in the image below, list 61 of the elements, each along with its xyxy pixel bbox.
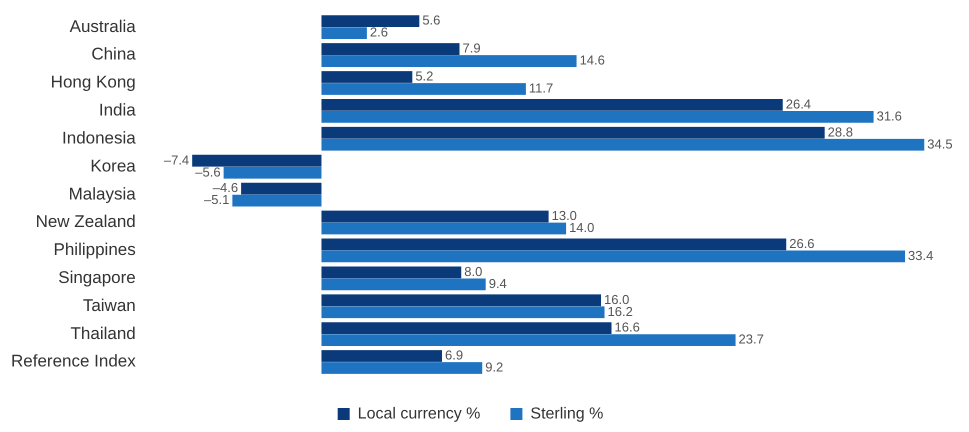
- bar: [321, 71, 412, 83]
- data-label: 14.6: [580, 52, 605, 68]
- bar: [321, 15, 420, 28]
- data-label: 5.6: [422, 12, 440, 28]
- bar: [321, 55, 577, 67]
- y-tick-label: Reference Index: [10, 352, 136, 371]
- data-label: 5.2: [415, 68, 434, 84]
- y-tick-label: Korea: [90, 156, 136, 176]
- bar: [321, 334, 736, 346]
- data-label: 23.7: [738, 332, 764, 347]
- bar: [321, 362, 482, 374]
- y-tick-label: Philippines: [54, 240, 136, 260]
- y-tick-label: Australia: [70, 16, 136, 36]
- bar: [321, 238, 786, 250]
- legend-label: Local currency %: [358, 405, 480, 422]
- data-label: 9.4: [488, 276, 507, 291]
- data-label: 2.6: [370, 24, 388, 40]
- bar: [321, 43, 460, 55]
- y-tick-label: Indonesia: [62, 128, 136, 148]
- y-tick-label: India: [98, 100, 136, 120]
- y-tick-label: Taiwan: [82, 296, 136, 315]
- data-label: 9.2: [485, 360, 504, 375]
- data-label: 11.7: [528, 80, 554, 96]
- data-label: 28.8: [828, 124, 853, 140]
- bar: [321, 250, 906, 262]
- data-label: –5.6: [195, 164, 221, 180]
- data-label: 6.9: [445, 348, 464, 363]
- y-tick-label: Malaysia: [68, 184, 136, 204]
- y-tick-label: Thailand: [70, 324, 136, 343]
- bar: [232, 194, 322, 206]
- bar: [321, 278, 486, 290]
- bar: [321, 322, 612, 334]
- data-label: 31.6: [876, 108, 902, 124]
- data-label: 33.4: [908, 248, 934, 263]
- bar: [321, 350, 442, 362]
- bar: [321, 126, 825, 139]
- bar: [321, 27, 367, 40]
- data-label: –7.4: [164, 152, 190, 168]
- bar: [321, 110, 874, 123]
- bar: [192, 154, 322, 167]
- y-tick-label: Hong Kong: [50, 72, 136, 92]
- bar: [321, 266, 462, 278]
- data-label: 8.0: [464, 264, 482, 279]
- y-tick-label: China: [91, 44, 136, 64]
- data-label: 26.6: [789, 236, 815, 251]
- bar: [321, 210, 549, 222]
- data-label: 26.4: [786, 96, 812, 112]
- y-tick-label: New Zealand: [36, 212, 136, 232]
- y-tick-label: Singapore: [58, 268, 136, 288]
- data-label: 7.9: [462, 40, 481, 56]
- legend-label: Sterling %: [530, 405, 604, 422]
- bar: [224, 166, 322, 179]
- bar: [321, 306, 605, 318]
- bar: [321, 294, 602, 306]
- bar: [321, 138, 924, 151]
- bar: [321, 98, 783, 111]
- bar: [241, 182, 322, 194]
- bar: [321, 222, 566, 234]
- bar: [321, 83, 526, 95]
- data-label: 34.5: [927, 136, 953, 152]
- data-label: 16.6: [614, 320, 640, 335]
